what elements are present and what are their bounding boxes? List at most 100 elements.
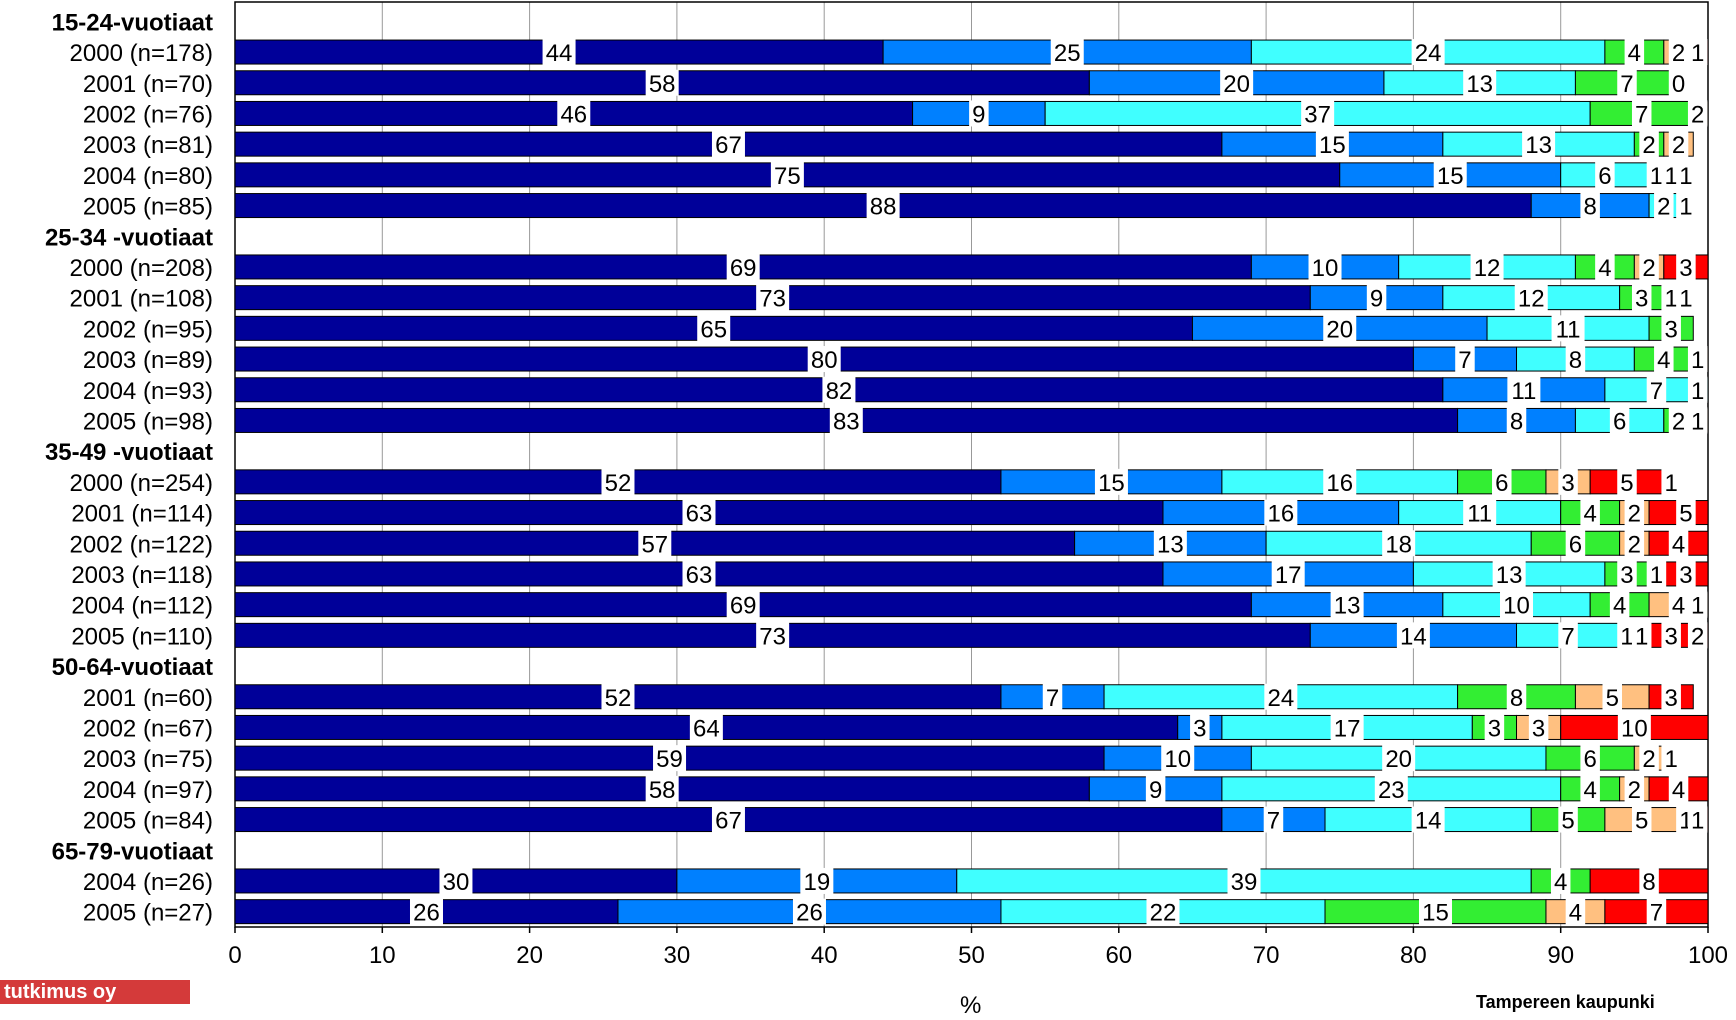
row-label: 2005 (n=110) (71, 623, 213, 650)
data-label: 7 (1046, 685, 1059, 712)
row-label: 2001 (n=108) (70, 286, 213, 313)
row-label: 2003 (n=75) (83, 746, 213, 773)
data-label-bg (1220, 69, 1254, 96)
data-label-bg (439, 867, 473, 894)
data-label: 58 (649, 71, 676, 98)
data-label-bg (1550, 867, 1571, 894)
data-label-bg (1558, 622, 1578, 649)
data-label-bg (1687, 622, 1708, 649)
data-label-bg (1323, 468, 1357, 495)
data-label-bg (711, 806, 745, 833)
data-label: 1 (1691, 347, 1704, 374)
data-label-bg (1624, 39, 1645, 66)
data-label: 2 (1642, 132, 1655, 159)
row-label: 2003 (n=81) (83, 132, 213, 159)
data-label-bg (1687, 407, 1708, 434)
data-label-bg (1668, 407, 1689, 434)
logo: tutkimus oy (0, 980, 190, 1004)
data-label-bg (1624, 499, 1645, 526)
data-label: 20 (1385, 746, 1412, 773)
data-label: 1 (1635, 623, 1648, 650)
data-label-bg (1580, 192, 1600, 219)
row-label: 2001 (n=70) (83, 71, 213, 98)
x-tick-label: 30 (664, 942, 691, 969)
data-label-bg (770, 161, 804, 188)
data-label-bg (1308, 253, 1342, 280)
data-label-bg (1500, 591, 1534, 618)
data-label-bg (1654, 346, 1674, 373)
data-label-bg (1484, 714, 1505, 741)
source-label: Tampereen kaupunki (1476, 992, 1655, 1012)
data-label-bg (697, 315, 731, 342)
data-label: 7 (1650, 900, 1663, 927)
data-label: 2 (1628, 501, 1641, 528)
data-label: 2 (1672, 132, 1685, 159)
data-label-bg (822, 376, 856, 403)
data-label: 4 (1583, 501, 1596, 528)
row-label: 2001 (n=114) (71, 501, 213, 528)
data-label: 75 (774, 163, 801, 190)
data-label-bg (1528, 714, 1549, 741)
data-label-bg (1264, 499, 1298, 526)
data-label: 1 (1691, 408, 1704, 435)
data-label-bg (1271, 560, 1305, 587)
data-label-bg (1676, 192, 1696, 219)
data-label-bg (645, 69, 679, 96)
data-label-bg (756, 622, 790, 649)
data-label: 1 (1691, 808, 1704, 835)
data-label-bg (726, 591, 760, 618)
data-label: 0 (1672, 71, 1685, 98)
x-tick-label: 70 (1253, 942, 1280, 969)
data-label-bg (1687, 591, 1708, 618)
data-label: 44 (546, 40, 573, 67)
data-label-bg (1676, 560, 1696, 587)
data-label: 3 (1679, 562, 1692, 589)
data-label-bg (1145, 775, 1166, 802)
data-label: 14 (1415, 808, 1442, 835)
data-label-bg (829, 407, 863, 434)
data-label-bg (1639, 253, 1659, 280)
data-label: 67 (715, 132, 742, 159)
data-label-bg (1558, 806, 1578, 833)
data-label: 9 (1370, 286, 1383, 313)
data-label: 7 (1267, 808, 1280, 835)
data-label: 11 (1467, 501, 1492, 528)
data-label: 63 (686, 501, 713, 528)
data-label-bg (1190, 714, 1210, 741)
data-label: 1 (1664, 286, 1677, 313)
data-label-bg (1551, 315, 1585, 342)
data-label: 24 (1267, 685, 1294, 712)
data-label: 65 (700, 316, 727, 343)
data-label: 4 (1672, 531, 1685, 558)
data-label-bg (1315, 131, 1349, 158)
data-label-bg (653, 745, 687, 772)
data-label-bg (1330, 714, 1364, 741)
row-label: 2003 (n=89) (83, 347, 213, 374)
data-label: 64 (693, 715, 720, 742)
x-tick-label: 20 (516, 942, 543, 969)
data-label-bg (1050, 39, 1084, 66)
x-tick-label: 10 (369, 942, 396, 969)
data-label-bg (1522, 131, 1556, 158)
data-label-bg (1687, 806, 1708, 833)
data-label: 17 (1334, 715, 1361, 742)
data-label: 7 (1635, 101, 1648, 128)
data-label: 2 (1642, 746, 1655, 773)
data-label-bg (1676, 284, 1696, 311)
data-label: 5 (1620, 470, 1633, 497)
data-label-bg (1330, 591, 1364, 618)
data-label-bg (1676, 499, 1696, 526)
x-tick-label: 60 (1105, 942, 1132, 969)
data-label: 1 (1691, 378, 1704, 405)
data-label: 3 (1193, 715, 1206, 742)
data-label: 37 (1304, 101, 1331, 128)
data-label: 57 (641, 531, 668, 558)
data-label: 3 (1664, 685, 1677, 712)
data-label: 1 (1691, 593, 1704, 620)
data-label-bg (1580, 745, 1600, 772)
data-label: 82 (826, 378, 853, 405)
data-label: 83 (833, 408, 860, 435)
data-label: 4 (1598, 255, 1611, 282)
data-label: 2 (1691, 101, 1704, 128)
data-label: 23 (1378, 777, 1405, 804)
